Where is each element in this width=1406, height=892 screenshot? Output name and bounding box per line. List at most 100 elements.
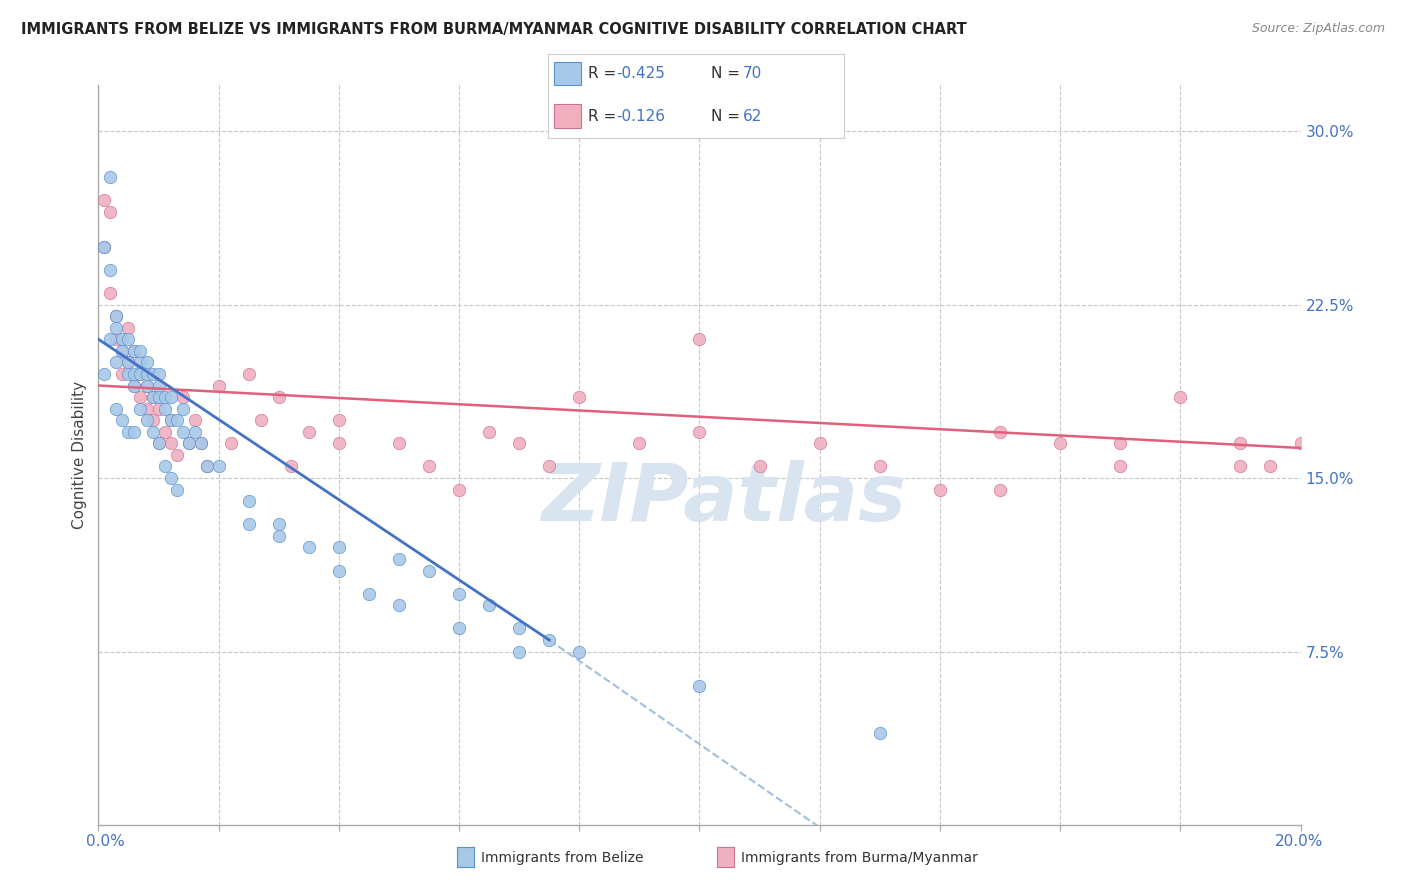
Point xyxy=(988,483,1011,497)
Point xyxy=(172,390,194,404)
Point xyxy=(1109,459,1132,474)
Point xyxy=(328,564,350,578)
Point xyxy=(478,425,501,439)
Text: 62: 62 xyxy=(744,109,762,124)
FancyBboxPatch shape xyxy=(554,62,581,86)
Text: -0.425: -0.425 xyxy=(616,66,665,81)
Point xyxy=(190,436,212,450)
Point xyxy=(105,355,128,369)
Point xyxy=(117,355,139,369)
Point xyxy=(105,309,128,323)
Point xyxy=(478,599,501,613)
Point xyxy=(195,459,218,474)
Point xyxy=(124,378,146,392)
Point xyxy=(111,343,134,358)
Text: -0.126: -0.126 xyxy=(616,109,665,124)
Point xyxy=(418,564,440,578)
Point xyxy=(328,413,350,427)
Point xyxy=(177,436,200,450)
Point xyxy=(135,378,157,392)
Text: N =: N = xyxy=(711,109,745,124)
Point xyxy=(267,529,290,543)
Point xyxy=(298,541,321,555)
Point xyxy=(190,436,212,450)
Point xyxy=(208,378,231,392)
Point xyxy=(183,425,205,439)
Point xyxy=(249,413,271,427)
Point xyxy=(93,240,115,254)
Point xyxy=(298,425,321,439)
Point xyxy=(388,436,411,450)
Point xyxy=(135,378,157,392)
Point xyxy=(195,459,218,474)
Point xyxy=(135,367,157,381)
Text: R =: R = xyxy=(588,66,621,81)
Point xyxy=(129,367,152,381)
Text: ZIPatlas: ZIPatlas xyxy=(541,460,905,539)
Point xyxy=(111,367,134,381)
Point xyxy=(148,436,170,450)
Point xyxy=(172,401,194,416)
Point xyxy=(129,390,152,404)
Text: Immigrants from Burma/Myanmar: Immigrants from Burma/Myanmar xyxy=(741,851,977,865)
Point xyxy=(1260,459,1282,474)
Point xyxy=(141,413,163,427)
Point xyxy=(148,436,170,450)
Text: R =: R = xyxy=(588,109,621,124)
Point xyxy=(117,320,139,334)
Point xyxy=(100,332,122,346)
Point xyxy=(148,401,170,416)
Point xyxy=(1049,436,1071,450)
Point xyxy=(153,390,176,404)
Point xyxy=(538,459,561,474)
Point xyxy=(869,459,891,474)
Point xyxy=(166,413,188,427)
Point xyxy=(117,355,139,369)
Point xyxy=(100,205,122,219)
Point xyxy=(748,459,770,474)
Y-axis label: Cognitive Disability: Cognitive Disability xyxy=(72,381,87,529)
Point xyxy=(988,425,1011,439)
Point xyxy=(159,436,181,450)
Point xyxy=(177,436,200,450)
Point xyxy=(267,390,290,404)
Point xyxy=(568,390,591,404)
Point xyxy=(148,390,170,404)
Point xyxy=(153,401,176,416)
Text: IMMIGRANTS FROM BELIZE VS IMMIGRANTS FROM BURMA/MYANMAR COGNITIVE DISABILITY COR: IMMIGRANTS FROM BELIZE VS IMMIGRANTS FRO… xyxy=(21,22,967,37)
Point xyxy=(1289,436,1312,450)
Point xyxy=(111,343,134,358)
Point xyxy=(153,459,176,474)
Point xyxy=(688,425,710,439)
Point xyxy=(117,367,139,381)
Point xyxy=(166,483,188,497)
Point xyxy=(105,309,128,323)
Point xyxy=(117,332,139,346)
Point xyxy=(508,436,530,450)
Point xyxy=(124,343,146,358)
Text: 70: 70 xyxy=(744,66,762,81)
Point xyxy=(93,240,115,254)
Point xyxy=(135,355,157,369)
Point xyxy=(141,390,163,404)
Point xyxy=(148,378,170,392)
Point xyxy=(141,425,163,439)
Point xyxy=(808,436,831,450)
Point xyxy=(219,436,242,450)
Point xyxy=(166,448,188,462)
Point xyxy=(208,459,231,474)
Point xyxy=(688,332,710,346)
Point xyxy=(105,320,128,334)
Point xyxy=(388,599,411,613)
Point xyxy=(100,285,122,300)
FancyBboxPatch shape xyxy=(554,104,581,128)
Point xyxy=(418,459,440,474)
Point xyxy=(135,401,157,416)
Point xyxy=(183,413,205,427)
Point xyxy=(93,194,115,208)
Text: N =: N = xyxy=(711,66,745,81)
Point xyxy=(135,413,157,427)
Text: Immigrants from Belize: Immigrants from Belize xyxy=(481,851,644,865)
Point xyxy=(129,401,152,416)
Point xyxy=(447,622,470,636)
